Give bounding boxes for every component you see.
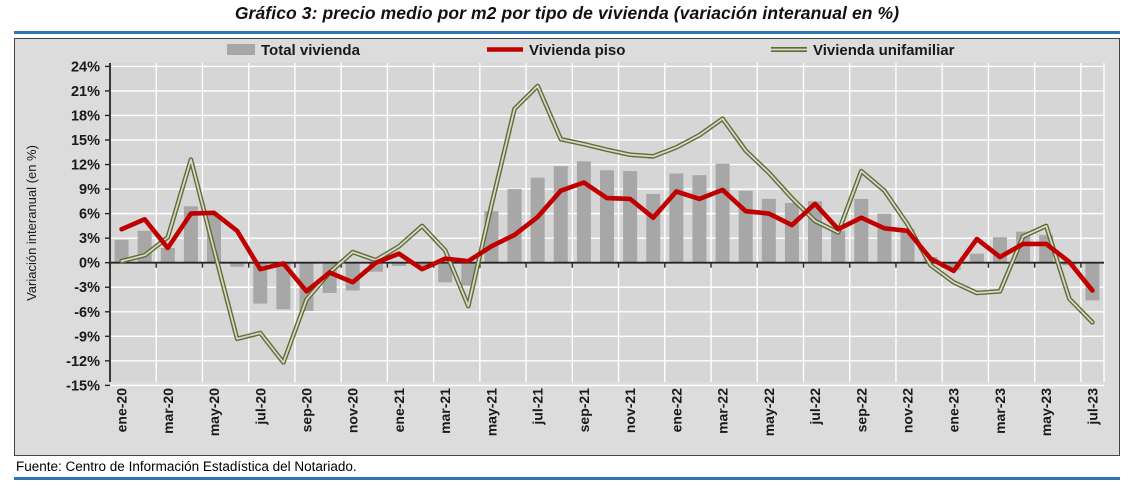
combo-chart-svg: 24% 21% 18% 15% 12% 9% 6% 3% 0% -3% -6% -9% -12% -15%… <box>24 42 1105 436</box>
bar-total-vivienda <box>507 189 522 263</box>
bar-total-vivienda <box>969 253 984 263</box>
y-tick-label: -15% <box>66 378 100 394</box>
bar-total-vivienda <box>276 262 291 310</box>
x-tick-label: mar-21 <box>437 388 453 434</box>
x-tick-label: nov-22 <box>900 388 916 433</box>
bar-total-vivienda <box>877 213 892 263</box>
bar-total-vivienda <box>391 262 406 266</box>
x-tick-label: may-21 <box>483 388 499 436</box>
x-tick-label: mar-20 <box>160 388 176 434</box>
bar-total-vivienda <box>738 190 753 263</box>
bar-total-vivienda <box>114 239 129 263</box>
x-tick-label: sep-22 <box>853 388 869 433</box>
footer-rule <box>14 477 1120 480</box>
y-tick-label: 12% <box>71 158 100 174</box>
chart-area: 24% 21% 18% 15% 12% 9% 6% 3% 0% -3% -6% -9% -12% -15%… <box>14 38 1120 456</box>
bar-total-vivienda <box>854 198 869 263</box>
x-tick-label: sep-20 <box>298 388 314 433</box>
y-axis-title: Variación interanual (en %) <box>24 145 39 301</box>
bar-total-vivienda <box>461 262 476 286</box>
x-tick-label: may-22 <box>761 388 777 436</box>
bar-total-vivienda <box>831 230 846 263</box>
bar-total-vivienda <box>345 262 360 291</box>
bar-total-vivienda <box>669 173 684 263</box>
bar-total-vivienda <box>576 161 591 263</box>
x-tick-label: nov-20 <box>345 388 361 433</box>
y-tick-label: 18% <box>71 108 100 124</box>
x-tick-label: jul-20 <box>252 388 268 426</box>
y-tick-label: 21% <box>71 84 100 100</box>
bar-total-vivienda <box>1085 262 1100 301</box>
bar-total-vivienda <box>784 202 799 263</box>
bar-total-vivienda <box>715 163 730 263</box>
x-tick-label: sep-21 <box>576 388 592 433</box>
x-tick-label: may-20 <box>206 388 222 436</box>
x-tick-label: jul-21 <box>530 388 546 426</box>
bar-total-vivienda <box>600 170 614 263</box>
x-tick-label: jul-22 <box>807 388 823 426</box>
y-tick-label: -12% <box>66 354 100 370</box>
bar-total-vivienda <box>230 262 245 267</box>
y-tick-label: -9% <box>74 329 100 345</box>
legend-label-total-vivienda: Total vivienda <box>261 42 361 59</box>
bar-total-vivienda <box>761 198 776 263</box>
y-tick-label: 0% <box>79 256 100 272</box>
x-tick-label: ene-23 <box>946 388 962 433</box>
y-tick-label: -3% <box>74 280 100 296</box>
legend-label-vivienda-unifamiliar: Vivienda unifamiliar <box>813 42 955 59</box>
line-vivienda-unifamiliar-inner <box>120 85 1094 364</box>
title-underline-rule <box>14 31 1120 34</box>
source-note: Fuente: Centro de Información Estadístic… <box>16 459 357 474</box>
bar-total-vivienda <box>438 262 453 283</box>
y-tick-label: 9% <box>79 182 100 198</box>
x-tick-label: jul-23 <box>1084 388 1100 426</box>
y-tick-label: 6% <box>79 207 100 223</box>
x-tick-label: may-23 <box>1038 388 1054 436</box>
bar-total-vivienda <box>623 171 638 263</box>
line-vivienda-piso <box>119 180 1095 294</box>
bar-total-vivienda <box>415 262 430 268</box>
y-tick-label: -6% <box>74 305 100 321</box>
bar-total-vivienda <box>253 262 268 304</box>
x-tick-label: ene-21 <box>391 388 407 433</box>
x-tick-label: mar-22 <box>715 388 731 434</box>
x-tick-label: ene-20 <box>114 388 130 433</box>
chart-title: Gráfico 3: precio medio por m2 por tipo … <box>234 3 900 23</box>
y-tick-label: 15% <box>71 133 100 149</box>
x-tick-label: mar-23 <box>992 388 1008 434</box>
bar-total-vivienda <box>160 247 175 263</box>
x-tick-label: ene-22 <box>668 388 684 433</box>
bar-total-vivienda <box>553 166 568 263</box>
bar-total-vivienda <box>692 175 707 263</box>
y-tick-label: 3% <box>79 231 100 247</box>
y-tick-label: 24% <box>71 59 100 75</box>
bar-total-vivienda <box>946 262 961 271</box>
bar-total-vivienda <box>207 214 222 263</box>
bar-total-vivienda <box>530 177 545 263</box>
bar-total-vivienda <box>646 193 661 263</box>
bar-total-vivienda <box>368 262 383 272</box>
legend-swatch-total-vivienda <box>227 44 255 55</box>
x-tick-label: nov-21 <box>622 388 638 433</box>
legend-label-vivienda-piso: Vivienda piso <box>529 42 625 59</box>
